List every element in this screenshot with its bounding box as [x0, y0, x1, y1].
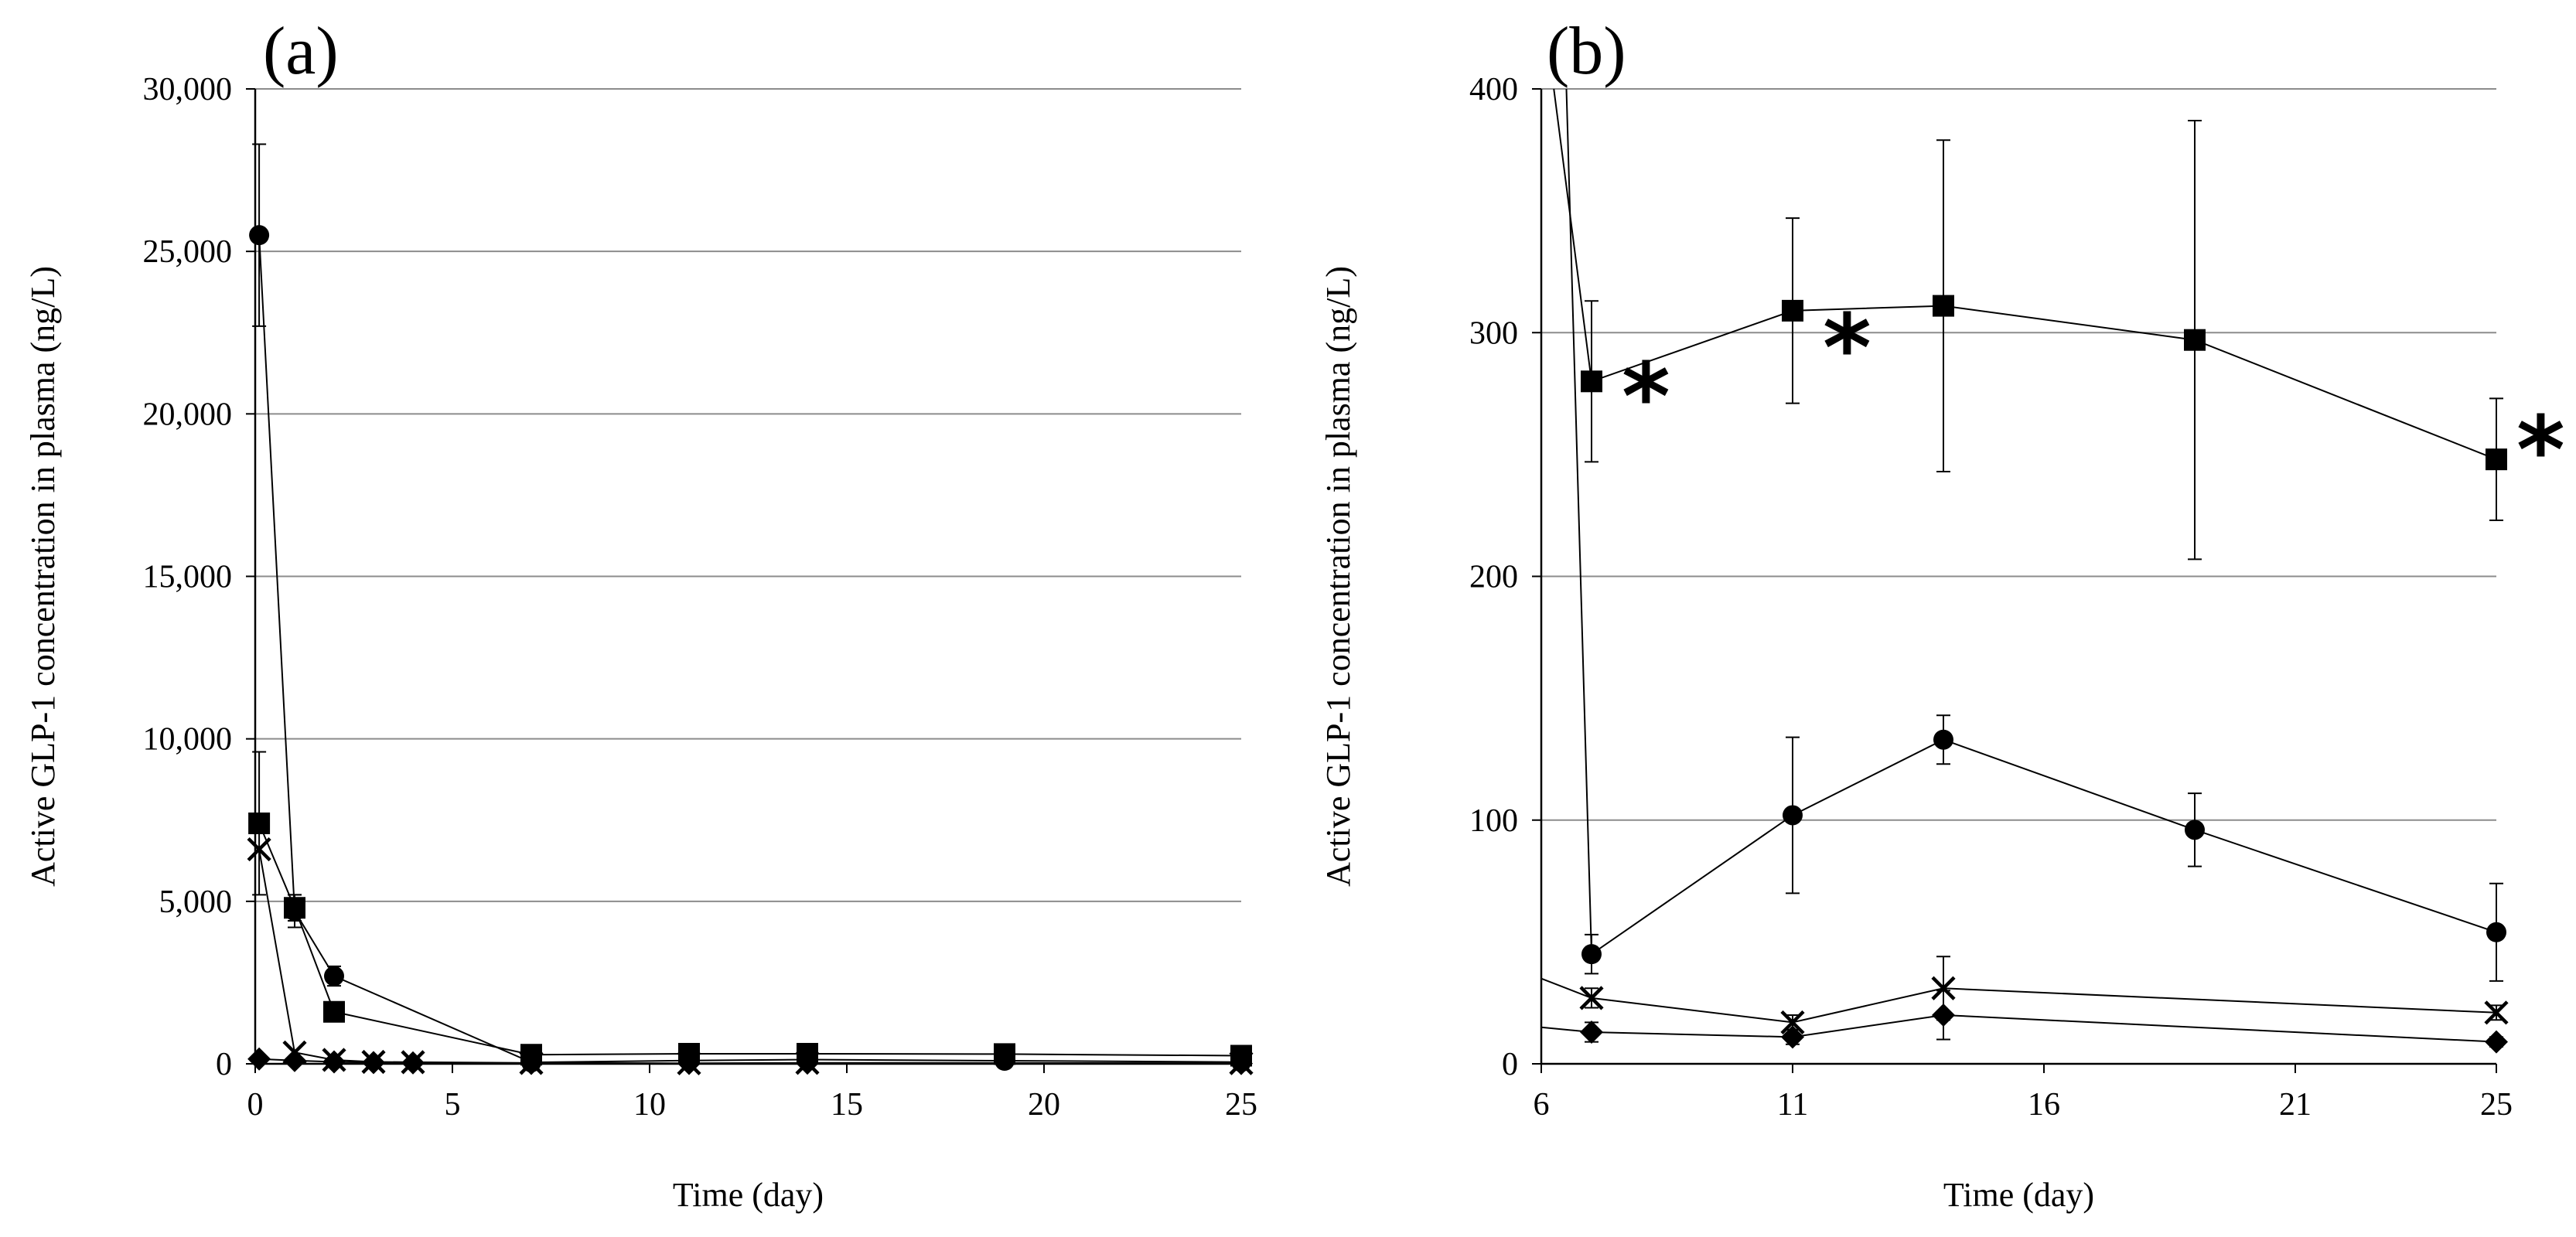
series-cross: [247, 837, 1254, 1075]
x-tick-label: 5: [445, 1087, 461, 1123]
y-tick-label: 400: [1469, 72, 1518, 107]
data-point-x: [1780, 1010, 1805, 1035]
data-point-diamond: [1230, 1051, 1253, 1075]
y-tick-label: 0: [216, 1047, 232, 1082]
x-tick-label: 16: [2028, 1087, 2060, 1123]
data-point-square: [2184, 329, 2206, 351]
data-point-diamond: [520, 1051, 543, 1075]
panel-label: (b): [1547, 14, 1626, 89]
data-point-diamond: [1781, 1025, 1804, 1049]
data-point-x: [1931, 976, 1956, 1000]
data-point-square: [1782, 299, 1803, 322]
y-tick-label: 25,000: [143, 234, 233, 270]
data-point-diamond: [677, 1051, 701, 1075]
data-point-square: [994, 1043, 1015, 1065]
x-tick-label: 10: [633, 1087, 666, 1123]
series-line: [1540, 977, 2497, 1024]
data-point-diamond: [247, 1047, 271, 1071]
series-line: [1540, 1014, 2497, 1043]
data-point-diamond: [283, 1048, 306, 1072]
series-line: [258, 849, 1242, 1065]
data-point-square: [2486, 448, 2507, 471]
data-layer: [247, 143, 1254, 1075]
data-point-diamond: [796, 1051, 819, 1075]
series-cross: [1540, 956, 2509, 1035]
x-tick-label: 15: [831, 1087, 863, 1123]
x-tick-label: 21: [2279, 1087, 2312, 1123]
x-tick-label: 25: [2480, 1087, 2513, 1123]
panel-a: 0 5,000 10,000 15,000 20,000 25,000 30,000 0 5 10…: [24, 14, 1257, 1214]
x-axis-title: Time (day): [1943, 1176, 2094, 1214]
y-tick-label: 10,000: [143, 722, 233, 758]
series-square: [1553, 88, 2507, 561]
x-tick-label: 6: [1534, 1087, 1550, 1123]
x-tick-label: 25: [1225, 1087, 1257, 1123]
data-point-diamond: [401, 1051, 425, 1075]
data-point-square: [248, 812, 271, 834]
panel-label: (a): [263, 14, 339, 89]
series-line: [258, 823, 1242, 1057]
series-line: [1553, 88, 2497, 461]
y-tick-label: 15,000: [143, 560, 233, 595]
data-point-circle: [2486, 922, 2506, 942]
panel-b: 0 100 200 300 400 6 11 16 21 25 Time (day) Active G…: [1319, 14, 2565, 1214]
data-point-square: [1933, 295, 1954, 317]
series-diamond: [1540, 990, 2508, 1054]
data-point-circle: [249, 225, 270, 246]
series-circle: [1565, 88, 2506, 982]
series-square: [248, 751, 1252, 1067]
data-point-circle: [2185, 820, 2205, 840]
y-tick-label: 300: [1469, 315, 1518, 351]
x-tick-label: 20: [1028, 1087, 1060, 1123]
y-tick-label: 100: [1469, 803, 1518, 839]
data-point-circle: [1581, 944, 1602, 965]
y-tick-label: 30,000: [143, 72, 233, 107]
data-point-diamond: [1932, 1003, 1955, 1027]
data-point-diamond: [322, 1050, 346, 1074]
data-point-x: [1579, 986, 1604, 1010]
y-tick-label: 5,000: [159, 884, 233, 920]
series-diamond: [247, 1047, 1253, 1075]
data-point-circle: [324, 966, 344, 987]
significance-asterisk: *: [1622, 344, 1670, 452]
significance-asterisk: *: [1823, 295, 1871, 403]
data-point-square: [1581, 370, 1602, 393]
series-circle: [249, 143, 1251, 1073]
significance-asterisk: *: [2516, 397, 2565, 505]
y-axis-title: Active GLP-1 concentration in plasma (ng…: [1319, 266, 1357, 887]
y-tick-label: 20,000: [143, 397, 233, 432]
series-line: [1565, 88, 2497, 956]
data-point-x: [247, 837, 271, 862]
data-point-square: [284, 897, 305, 919]
data-point-diamond: [1580, 1021, 1603, 1044]
data-layer: [1540, 88, 2509, 1054]
x-tick-label: 11: [1777, 1087, 1808, 1123]
data-point-circle: [1783, 805, 1803, 826]
data-point-square: [323, 1000, 345, 1023]
data-point-circle: [1933, 729, 1953, 750]
x-axis-title: Time (day): [673, 1176, 824, 1214]
data-point-diamond: [2485, 1030, 2508, 1054]
y-tick-label: 0: [1502, 1047, 1518, 1082]
data-point-x: [2484, 1000, 2509, 1025]
x-tick-label: 0: [247, 1087, 264, 1123]
data-point-diamond: [362, 1051, 385, 1075]
y-tick-label: 200: [1469, 560, 1518, 595]
y-axis-title: Active GLP-1 concentration in plasma (ng…: [24, 266, 62, 887]
series-line: [258, 235, 1242, 1064]
